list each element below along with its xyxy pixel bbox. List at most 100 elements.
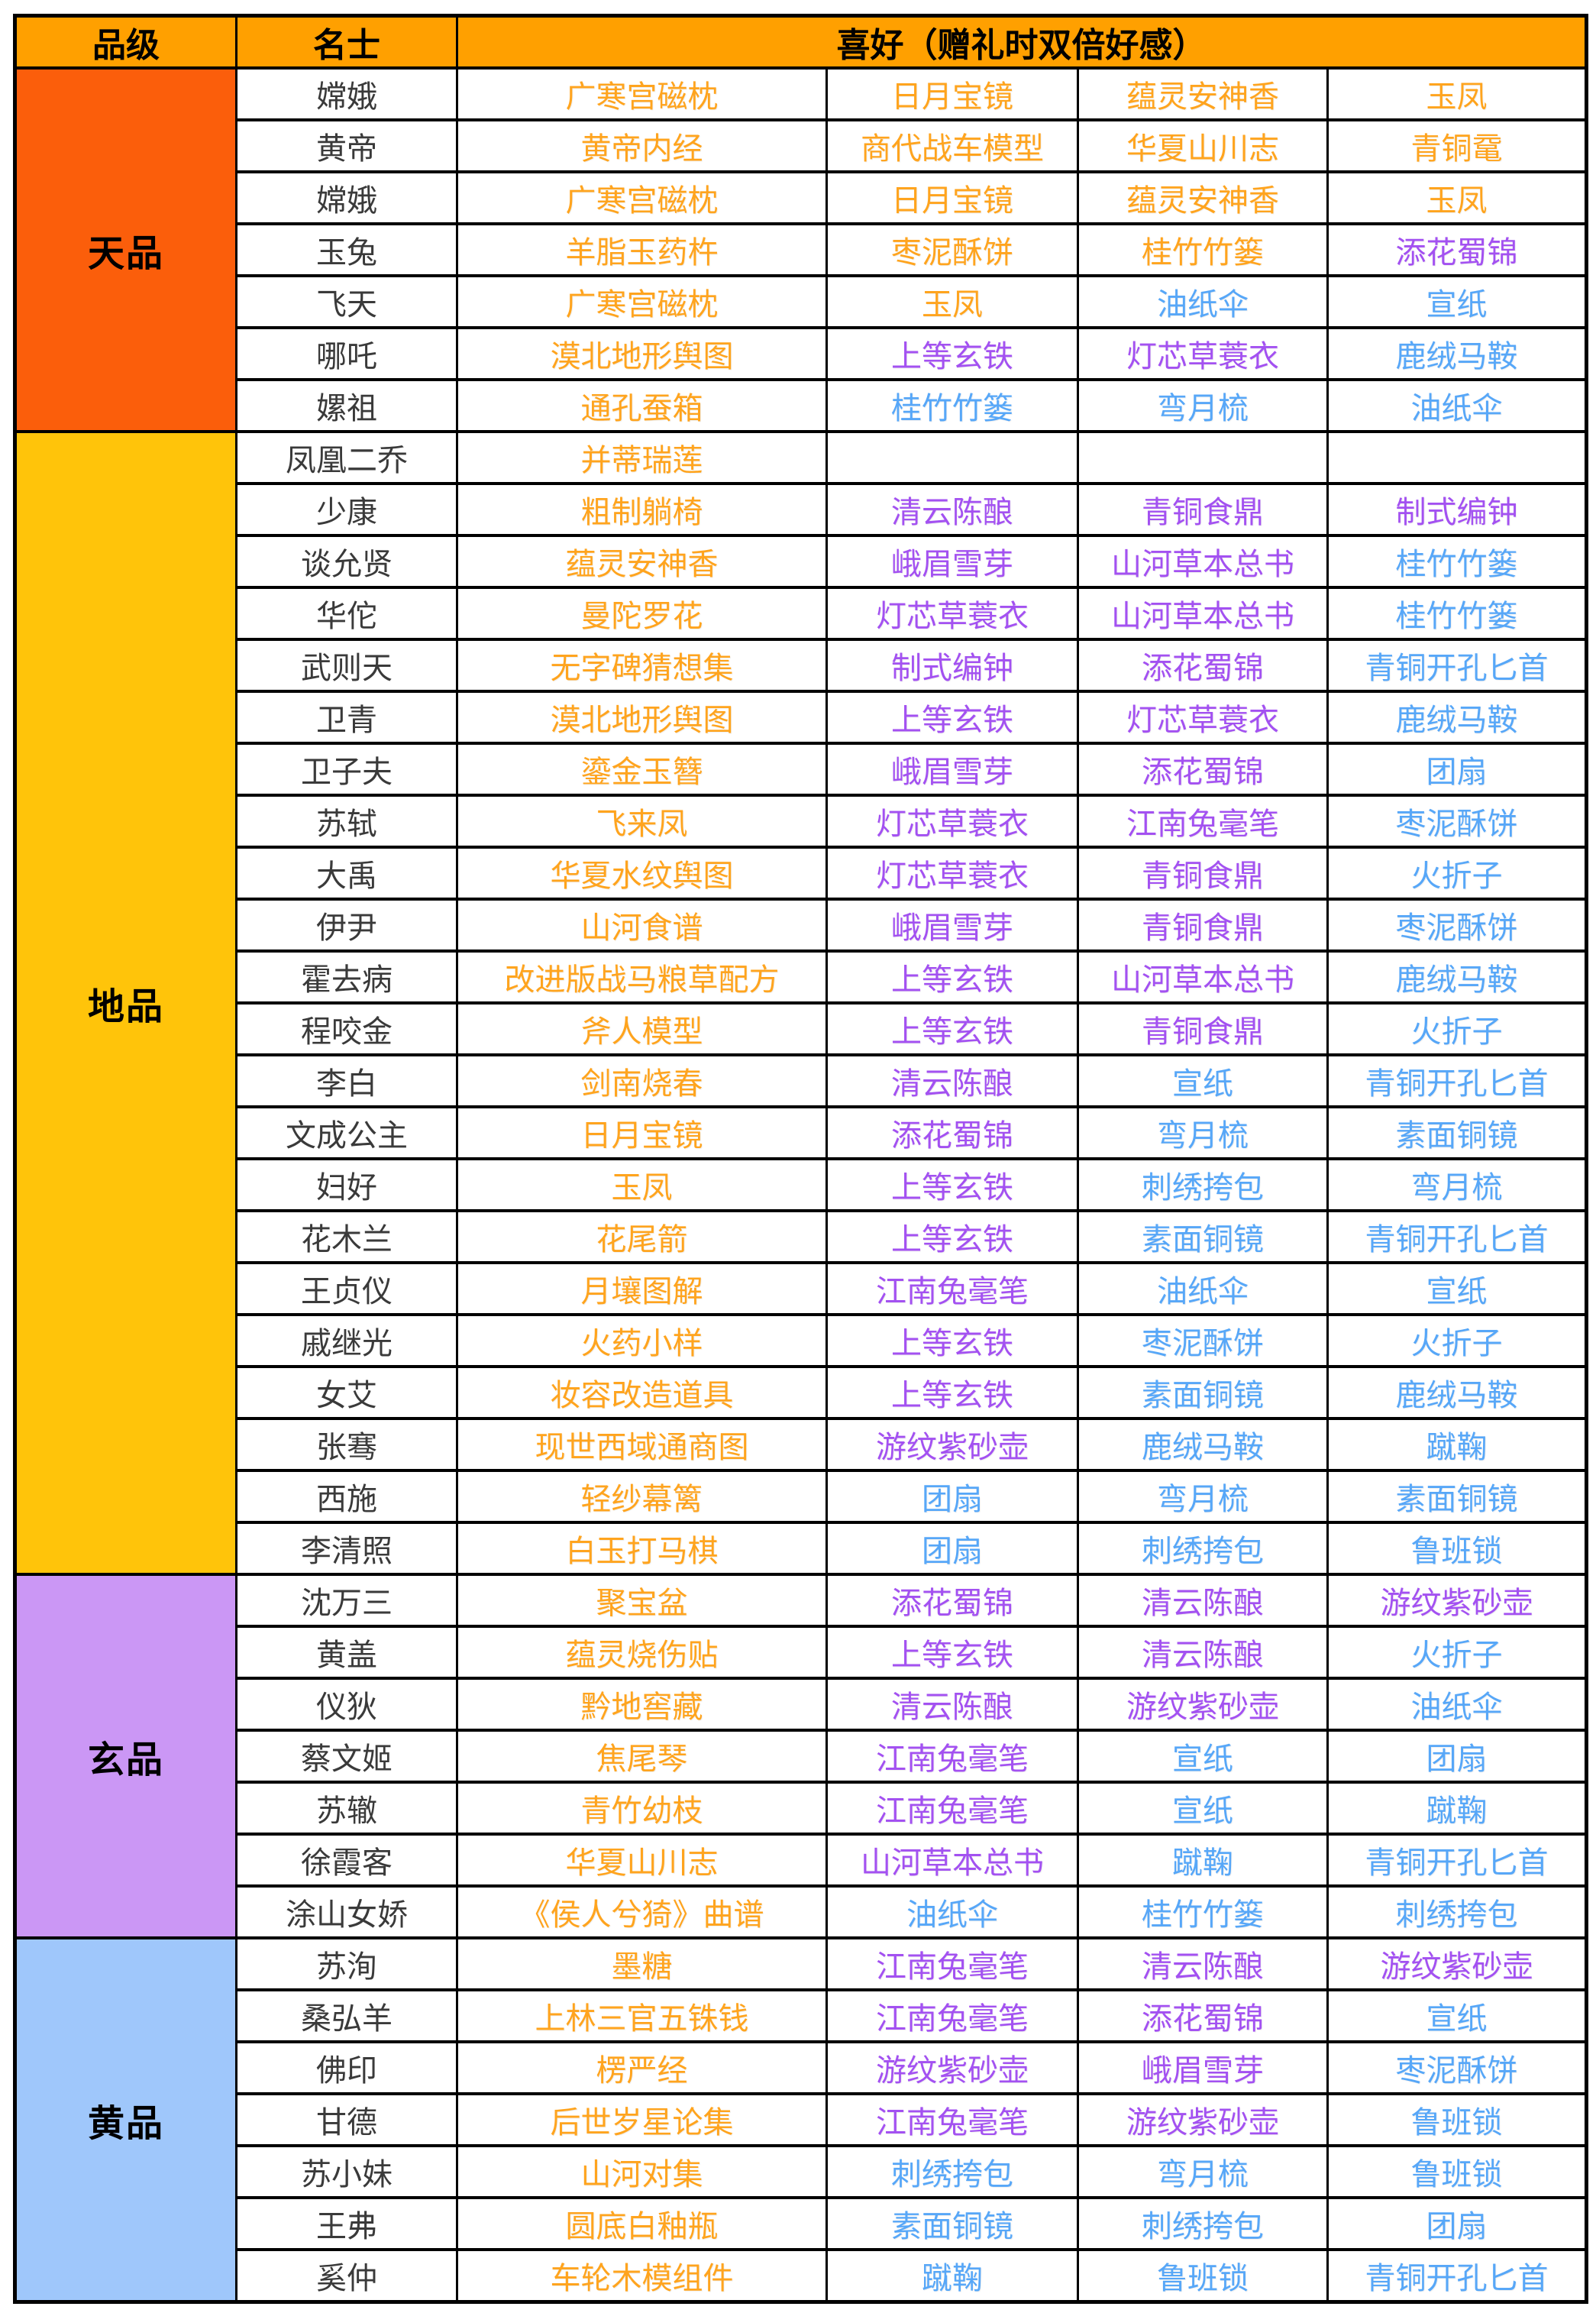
celebrity-name: 戚继光 — [235, 1313, 458, 1368]
celebrity-name: 奚仲 — [235, 2248, 458, 2304]
celebrity-name: 张骞 — [235, 1417, 458, 1472]
grade-band-4: 黄品 — [14, 1936, 237, 2304]
table-row: 文成公主 日月宝镜 添花蜀锦 弯月梳 素面铜镜 — [15, 1105, 1588, 1160]
table-row: 谈允贤 蕴灵安神香 峨眉雪芽 山河草本总书 桂竹竹篓 — [15, 534, 1588, 589]
gift-item: 游纹紫砂壶 — [825, 2040, 1079, 2095]
gift-item: 曼陀罗花 — [456, 586, 828, 641]
gift-item: 油纸伞 — [1326, 378, 1588, 433]
grade-band-1: 天品 — [14, 66, 237, 433]
gift-item-empty — [1326, 430, 1588, 485]
gift-item: 上等玄铁 — [825, 1001, 1079, 1056]
gift-item: 上等玄铁 — [825, 1157, 1079, 1212]
gift-item: 蕴灵安神香 — [456, 534, 828, 589]
gift-item: 清云陈酿 — [825, 1053, 1079, 1108]
gift-item: 华夏山川志 — [456, 1833, 828, 1888]
gift-item: 鹿绒马鞍 — [1077, 1417, 1329, 1472]
celebrity-name: 涂山女娇 — [235, 1884, 458, 1939]
gift-item: 鲁班锁 — [1326, 2144, 1588, 2199]
gift-item: 火药小样 — [456, 1313, 828, 1368]
gift-item: 粗制躺椅 — [456, 482, 828, 537]
gift-item: 枣泥酥饼 — [1077, 1313, 1329, 1368]
gift-item: 青铜食鼎 — [1077, 898, 1329, 953]
gift-item: 添花蜀锦 — [1077, 638, 1329, 693]
gift-item: 山河草本总书 — [1077, 949, 1329, 1004]
gift-item: 改进版战马粮草配方 — [456, 949, 828, 1004]
celebrity-name: 嫦娥 — [235, 170, 458, 225]
gift-item: 游纹紫砂壶 — [1326, 1573, 1588, 1628]
gift-item: 青竹幼枝 — [456, 1781, 828, 1836]
gift-item: 青铜开孔匕首 — [1326, 638, 1588, 693]
gift-item: 鹿绒马鞍 — [1326, 949, 1588, 1004]
gift-item: 月壤图解 — [456, 1261, 828, 1316]
table-row: 黄品 苏洵 墨糖 江南兔毫笔 清云陈酿 游纹紫砂壶 — [14, 1936, 1588, 2304]
gift-item: 游纹紫砂壶 — [1077, 2092, 1329, 2147]
gift-item: 火折子 — [1326, 1625, 1588, 1680]
table-row: 桑弘羊 上林三官五铢钱 江南兔毫笔 添花蜀锦 宣纸 — [15, 1988, 1588, 2043]
gift-item: 刺绣挎包 — [1326, 1884, 1588, 1939]
gift-item: 桂竹竹篓 — [1326, 586, 1588, 641]
gift-item: 清云陈酿 — [825, 482, 1079, 537]
gift-item: 油纸伞 — [1077, 1261, 1329, 1316]
table-row: 苏小妹 山河对集 刺绣挎包 弯月梳 鲁班锁 — [15, 2144, 1588, 2199]
gift-item: 青铜食鼎 — [1077, 846, 1329, 901]
gift-item: 通孔蚕箱 — [456, 378, 828, 433]
celebrity-name: 霍去病 — [235, 949, 458, 1004]
gift-item: 游纹紫砂壶 — [1077, 1677, 1329, 1732]
gift-item: 玉凤 — [1326, 170, 1588, 225]
gift-item: 添花蜀锦 — [1326, 222, 1588, 277]
gift-item: 素面铜镜 — [1077, 1365, 1329, 1420]
gift-item: 无字碑猜想集 — [456, 638, 828, 693]
gift-item: 青铜鼋 — [1326, 118, 1588, 173]
gift-item: 鹿绒马鞍 — [1326, 326, 1588, 381]
gift-item: 日月宝镜 — [825, 66, 1079, 121]
gift-item: 漠北地形舆图 — [456, 690, 828, 745]
table-row: 徐霞客 华夏山川志 山河草本总书 蹴鞠 青铜开孔匕首 — [15, 1833, 1588, 1888]
table-row: 黄帝 黄帝内经 商代战车模型 华夏山川志 青铜鼋 — [15, 118, 1588, 173]
gift-item: 青铜开孔匕首 — [1326, 1833, 1588, 1888]
gift-item: 弯月梳 — [1326, 1157, 1588, 1212]
gift-item-empty — [1077, 430, 1329, 485]
gift-item: 添花蜀锦 — [825, 1105, 1079, 1160]
celebrity-name: 苏洵 — [235, 1936, 458, 1991]
gift-item: 玉凤 — [1326, 66, 1588, 121]
gift-item: 宣纸 — [1326, 1988, 1588, 2043]
table-row: 哪吒 漠北地形舆图 上等玄铁 灯芯草蓑衣 鹿绒马鞍 — [15, 326, 1588, 381]
gift-item: 桂竹竹篓 — [825, 378, 1079, 433]
gift-item: 山河食谱 — [456, 898, 828, 953]
gift-item: 灯芯草蓑衣 — [825, 794, 1079, 849]
gift-item: 蹴鞠 — [825, 2248, 1079, 2304]
table-row: 大禹 华夏水纹舆图 灯芯草蓑衣 青铜食鼎 火折子 — [15, 846, 1588, 901]
table-row: 伊尹 山河食谱 峨眉雪芽 青铜食鼎 枣泥酥饼 — [15, 898, 1588, 953]
header-row: 品级 名士 喜好（赠礼时双倍好感） — [14, 14, 1588, 70]
gift-item: 江南兔毫笔 — [1077, 794, 1329, 849]
gift-item: 鲁班锁 — [1077, 2248, 1329, 2304]
table-body: 天品 嫦娥 广寒宫磁枕 日月宝镜 蕴灵安神香 玉凤 黄帝 黄帝内经 商代战车模型 华夏山川志 青铜鼋… — [14, 66, 1588, 2304]
gift-item: 团扇 — [825, 1469, 1079, 1524]
gift-item: 油纸伞 — [825, 1884, 1079, 1939]
gift-item: 刺绣挎包 — [1077, 1521, 1329, 1576]
celebrity-name: 嫦娥 — [235, 66, 458, 121]
gift-item: 妆容改造道具 — [456, 1365, 828, 1420]
gift-item: 焦尾琴 — [456, 1729, 828, 1784]
gift-item: 广寒宫磁枕 — [456, 66, 828, 121]
celebrity-name: 程咬金 — [235, 1001, 458, 1056]
gift-item: 火折子 — [1326, 1001, 1588, 1056]
gift-item: 青铜开孔匕首 — [1326, 1053, 1588, 1108]
gift-item: 飞来凤 — [456, 794, 828, 849]
gift-item: 广寒宫磁枕 — [456, 274, 828, 329]
gift-item: 羊脂玉药杵 — [456, 222, 828, 277]
gift-item: 油纸伞 — [1077, 274, 1329, 329]
celebrity-name: 伊尹 — [235, 898, 458, 953]
gift-item: 后世岁星论集 — [456, 2092, 828, 2147]
gift-item: 素面铜镜 — [1326, 1469, 1588, 1524]
table-row: 仪狄 黔地窖藏 清云陈酿 游纹紫砂壶 油纸伞 — [15, 1677, 1588, 1732]
gift-item: 楞严经 — [456, 2040, 828, 2095]
celebrity-name: 蔡文姬 — [235, 1729, 458, 1784]
celebrity-name: 华佗 — [235, 586, 458, 641]
gift-item: 蕴灵安神香 — [1077, 170, 1329, 225]
gift-item: 宣纸 — [1077, 1729, 1329, 1784]
gift-item: 枣泥酥饼 — [1326, 794, 1588, 849]
celebrity-name: 王弗 — [235, 2196, 458, 2251]
gift-item: 峨眉雪芽 — [825, 534, 1079, 589]
gift-item: 白玉打马棋 — [456, 1521, 828, 1576]
